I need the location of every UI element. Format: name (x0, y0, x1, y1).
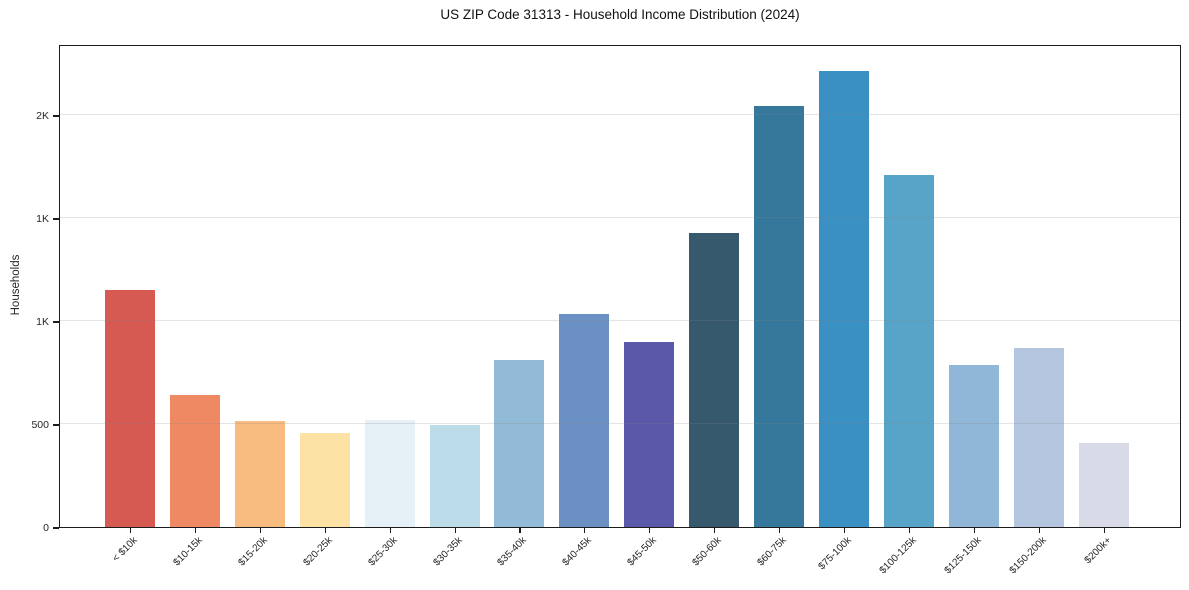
y-tick-mark (53, 424, 59, 426)
x-tick-mark (1038, 528, 1040, 533)
x-tick-mark (1103, 528, 1105, 533)
x-tick-label: $25-30k (366, 535, 400, 569)
y-tick-label: 0 (43, 522, 49, 534)
x-tick-label: $100-125k (877, 535, 919, 577)
x-tick-mark (779, 528, 781, 533)
y-tick-mark (53, 115, 59, 117)
gridline (60, 217, 1180, 218)
x-tick-mark (389, 528, 391, 533)
x-tick-mark (973, 528, 975, 533)
x-tick-label: $125-150k (942, 535, 984, 577)
chart-title: US ZIP Code 31313 - Household Income Dis… (440, 7, 800, 22)
plot-area (59, 45, 1181, 528)
x-tick-mark (519, 528, 521, 533)
bar (1013, 347, 1064, 527)
bar (559, 313, 610, 527)
y-axis-label: Households (10, 254, 22, 316)
x-tick-label: $50-60k (690, 535, 724, 569)
x-tick-label: $60-75k (755, 535, 789, 569)
bar (299, 433, 350, 527)
x-tick-label: $15-20k (236, 535, 270, 569)
x-tick-mark (324, 528, 326, 533)
bar (754, 105, 804, 527)
x-tick-mark (454, 528, 456, 533)
x-tick-label: $20-25k (301, 535, 335, 569)
bar (1078, 442, 1129, 527)
y-tick-label: 1K (36, 316, 49, 328)
bar (364, 419, 415, 527)
bar (169, 395, 220, 527)
x-tick-label: < $10k (110, 535, 140, 565)
bar (105, 290, 155, 527)
bar (429, 425, 480, 527)
x-tick-label: $30-35k (430, 535, 465, 569)
x-tick-label: $10-15k (171, 535, 205, 569)
x-tick-mark (584, 528, 586, 533)
bar (624, 341, 675, 527)
y-tick-mark (53, 527, 59, 529)
y-tick-label: 1K (36, 213, 49, 225)
bar (234, 420, 285, 527)
x-tick-mark (194, 528, 197, 533)
bar (494, 360, 545, 527)
gridline (60, 423, 1180, 424)
x-tick-mark (908, 528, 910, 533)
bar (883, 174, 934, 527)
x-tick-label: $200k+ (1082, 535, 1114, 567)
gridline (60, 114, 1180, 115)
y-tick-mark (53, 218, 59, 220)
x-tick-label: $45-50k (625, 535, 659, 569)
y-tick-mark (53, 321, 59, 323)
x-tick-mark (714, 528, 716, 533)
gridline (60, 320, 1180, 321)
bar (818, 70, 869, 527)
bar (948, 365, 999, 527)
x-tick-label: $75-100k (816, 535, 854, 573)
x-tick-mark (649, 528, 651, 533)
y-tick-label: 2K (36, 110, 49, 122)
y-tick-label: 500 (31, 419, 49, 431)
bar (689, 233, 740, 527)
x-tick-label: $35-40k (495, 535, 530, 569)
x-tick-label: $150-200k (1007, 535, 1049, 577)
x-tick-label: $40-45k (560, 535, 595, 569)
x-tick-mark (259, 528, 261, 533)
x-tick-mark (843, 528, 846, 533)
x-tick-mark (130, 528, 132, 533)
